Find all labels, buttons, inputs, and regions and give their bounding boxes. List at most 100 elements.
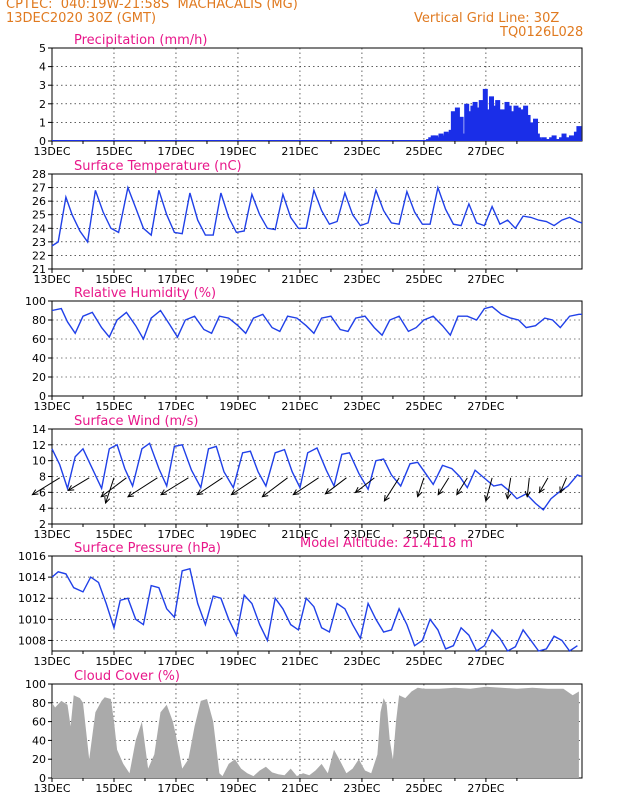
panel-title: Surface Wind (m/s) xyxy=(74,414,198,429)
wind-arrow-shaft xyxy=(231,477,257,496)
y-tick-label: 1010 xyxy=(18,613,46,626)
wind-arrow-head xyxy=(354,486,362,494)
y-tick-label: 25 xyxy=(32,209,46,222)
wind-arrow-head xyxy=(437,488,444,496)
x-tick-label: 13DEC xyxy=(33,400,70,413)
x-tick-label: 25DEC xyxy=(405,145,442,158)
panel-3 xyxy=(48,300,583,400)
y-tick-label: 1008 xyxy=(18,634,46,647)
x-tick-label: 21DEC xyxy=(281,782,318,795)
x-tick-label: 13DEC xyxy=(33,782,70,795)
x-tick-label: 21DEC xyxy=(281,145,318,158)
precip-bar xyxy=(576,126,582,141)
panel-title: Surface Temperature (nC) xyxy=(74,159,242,174)
y-tick-label: 1012 xyxy=(18,592,46,605)
x-tick-label: 23DEC xyxy=(343,782,380,795)
wind-arrow-shaft xyxy=(100,477,127,498)
panel-1 xyxy=(48,47,583,145)
wind-arrow-shaft xyxy=(417,477,425,497)
y-tick-label: 1014 xyxy=(18,571,46,584)
x-tick-label: 27DEC xyxy=(467,145,504,158)
cloud-area xyxy=(52,686,579,778)
y-tick-label: 1 xyxy=(39,116,46,129)
x-tick-label: 23DEC xyxy=(343,400,380,413)
x-tick-label: 21DEC xyxy=(281,655,318,668)
x-tick-label: 17DEC xyxy=(157,782,194,795)
y-tick-label: 0 xyxy=(39,772,46,785)
wind-arrow-head xyxy=(416,490,423,498)
location-header: CPTEC: 040:19W-21:58S MACHACALIS (MG) xyxy=(6,0,298,12)
wind-arrow-head xyxy=(538,486,545,494)
wind-arrow-shaft xyxy=(526,477,530,497)
x-tick-label: 13DEC xyxy=(33,655,70,668)
x-tick-label: 17DEC xyxy=(157,145,194,158)
x-tick-label: 19DEC xyxy=(219,145,256,158)
wind-arrow-shaft xyxy=(196,477,223,496)
x-tick-label: 17DEC xyxy=(157,273,194,286)
wind-arrow-head xyxy=(104,497,111,505)
x-tick-label: 13DEC xyxy=(33,528,70,541)
series-line xyxy=(51,442,583,511)
x-tick-label: 21DEC xyxy=(281,400,318,413)
wind-arrow-shaft xyxy=(32,477,61,496)
x-tick-label: 27DEC xyxy=(467,528,504,541)
wind-arrow-shaft xyxy=(384,477,400,502)
wind-arrow-head xyxy=(196,489,204,496)
x-tick-label: 13DEC xyxy=(33,273,70,286)
series-line xyxy=(51,567,578,653)
precip-bar xyxy=(506,105,512,141)
precip-bar xyxy=(533,118,539,141)
wind-arrow-head xyxy=(127,491,134,498)
wind-arrow-shaft xyxy=(262,477,288,498)
y-tick-label: 27 xyxy=(32,182,46,195)
y-tick-label: 80 xyxy=(32,314,46,327)
y-tick-label: 100 xyxy=(25,678,46,691)
wind-arrow-head xyxy=(456,488,463,496)
x-tick-label: 15DEC xyxy=(95,400,132,413)
panel-6 xyxy=(48,683,583,782)
x-tick-label: 25DEC xyxy=(405,273,442,286)
y-tick-label: 4 xyxy=(39,61,46,74)
wind-arrow-head xyxy=(324,488,332,495)
y-tick-label: 3 xyxy=(39,79,46,92)
y-tick-label: 23 xyxy=(32,236,46,249)
date-header: 13DEC2020 30Z (GMT) xyxy=(6,11,157,26)
wind-arrow-head xyxy=(230,489,238,496)
x-tick-label: 17DEC xyxy=(157,528,194,541)
panel-frame xyxy=(51,300,583,397)
panel-frame xyxy=(51,173,583,270)
wind-arrow-shaft xyxy=(559,477,567,493)
y-tick-label: 24 xyxy=(32,222,46,235)
wind-arrow-head xyxy=(559,486,566,494)
wind-arrow-shaft xyxy=(293,477,319,496)
wind-arrow-head xyxy=(505,492,512,500)
wind-arrow-shaft xyxy=(485,477,493,502)
y-tick-label: 60 xyxy=(32,333,46,346)
wind-arrow-head xyxy=(524,490,531,498)
wind-arrow-head xyxy=(100,491,108,498)
x-tick-label: 23DEC xyxy=(343,655,380,668)
x-tick-label: 21DEC xyxy=(281,273,318,286)
x-tick-label: 15DEC xyxy=(95,273,132,286)
wind-arrow-shaft xyxy=(456,477,468,495)
x-tick-label: 17DEC xyxy=(157,655,194,668)
precip-bar xyxy=(551,135,557,141)
y-tick-label: 26 xyxy=(32,195,46,208)
precip-bar xyxy=(491,105,497,141)
x-tick-label: 27DEC xyxy=(467,400,504,413)
y-tick-label: 14 xyxy=(32,423,46,436)
y-tick-label: 6 xyxy=(39,486,46,499)
series-line xyxy=(51,185,583,247)
x-tick-label: 15DEC xyxy=(95,782,132,795)
wind-arrow-head xyxy=(261,491,269,498)
x-tick-label: 19DEC xyxy=(219,400,256,413)
y-tick-label: 10 xyxy=(32,455,46,468)
wind-arrow-shaft xyxy=(160,477,189,496)
x-tick-label: 25DEC xyxy=(405,400,442,413)
panel-title: Precipitation (mm/h) xyxy=(74,33,207,48)
x-tick-label: 13DEC xyxy=(33,145,70,158)
precip-bar xyxy=(458,116,464,141)
wind-arrow-shaft xyxy=(437,477,450,495)
panel-title: Relative Humidity (%) xyxy=(74,286,216,301)
